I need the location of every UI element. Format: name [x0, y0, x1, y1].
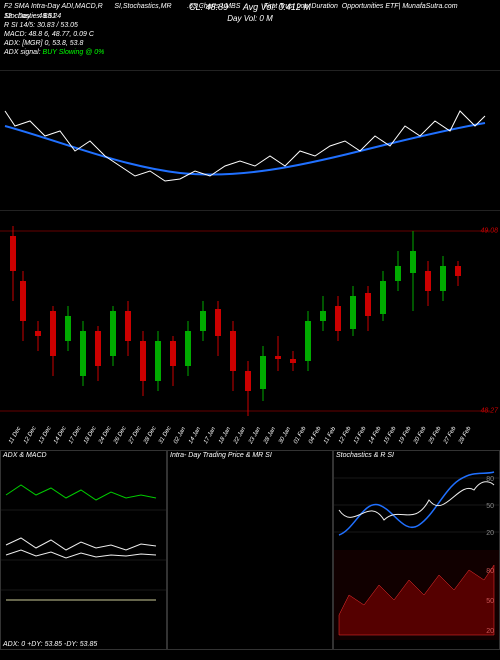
svg-text:20: 20 [486, 628, 494, 635]
y-axis-bot-label: 48.27 [480, 408, 498, 415]
close-price: CL: 48.89 [189, 2, 228, 12]
date-axis: 11 Dec12 Dec13 Dec14 Dec17 Dec18 Dec24 D… [0, 430, 500, 450]
stat-adx: ADX: [MGR] 0, 53.8, 53.8 [4, 39, 104, 48]
date-tick: 17 Jan [203, 426, 217, 445]
stat-adx-signal: ADX signal: BUY Slowing @ 0% [4, 48, 104, 57]
price-line-panel[interactable] [0, 70, 500, 210]
stat-rsi: R SI 14/5: 30.83 / 53.05 [4, 21, 104, 30]
date-tick: 30 Jan [278, 426, 292, 445]
adx-footer: ADX: 0 +DY: 53.85 -DY: 53.85 [3, 641, 97, 648]
date-tick: 02 Jan [173, 426, 187, 445]
adx-macd-panel[interactable]: ADX & MACD ADX: 0 +DY: 53.85 -DY: 53.85 [0, 450, 167, 650]
indicator-stats: Stochastics: 88.24 R SI 14/5: 30.83 / 53… [4, 12, 104, 57]
date-tick: 23 Jan [248, 426, 262, 445]
candlestick-chart [0, 211, 490, 431]
adx-macd-chart [1, 460, 166, 640]
chart-header: F2 SMA Intra-Day ADI,MACD,R SI,Stochasti… [0, 0, 500, 70]
date-tick: 14 Jan [188, 426, 202, 445]
stochastics-panel[interactable]: Stochastics & R SI 805020805020 [333, 450, 500, 650]
y-axis-top-label: 49.08 [480, 228, 498, 235]
bottom-panels: ADX & MACD ADX: 0 +DY: 53.85 -DY: 53.85 … [0, 450, 500, 650]
price-chart [0, 71, 490, 211]
stoch-rsi-chart: 805020805020 [334, 460, 499, 640]
svg-text:80: 80 [486, 568, 494, 575]
avg-vol: Avg Vol: 0.412 M [243, 2, 311, 12]
stat-macd: MACD: 48.8 6, 48.77, 0.09 C [4, 30, 104, 39]
intraday-title: Intra- Day Trading Price & MR SI [168, 451, 332, 460]
stat-stoch: Stochastics: 88.24 [4, 12, 104, 21]
svg-text:20: 20 [486, 530, 494, 537]
date-tick: 28 Jan [263, 426, 277, 445]
date-tick: 11 Feb [323, 426, 337, 445]
stoch-title: Stochastics & R SI [334, 451, 499, 460]
svg-text:50: 50 [486, 598, 494, 605]
svg-text:50: 50 [486, 503, 494, 510]
adx-title: ADX & MACD [1, 451, 166, 460]
candlestick-panel[interactable]: 49.08 48.27 [0, 210, 500, 430]
date-tick: 22 Jan [233, 426, 247, 445]
date-tick: 18 Jan [218, 426, 232, 445]
intraday-panel[interactable]: Intra- Day Trading Price & MR SI [167, 450, 333, 650]
